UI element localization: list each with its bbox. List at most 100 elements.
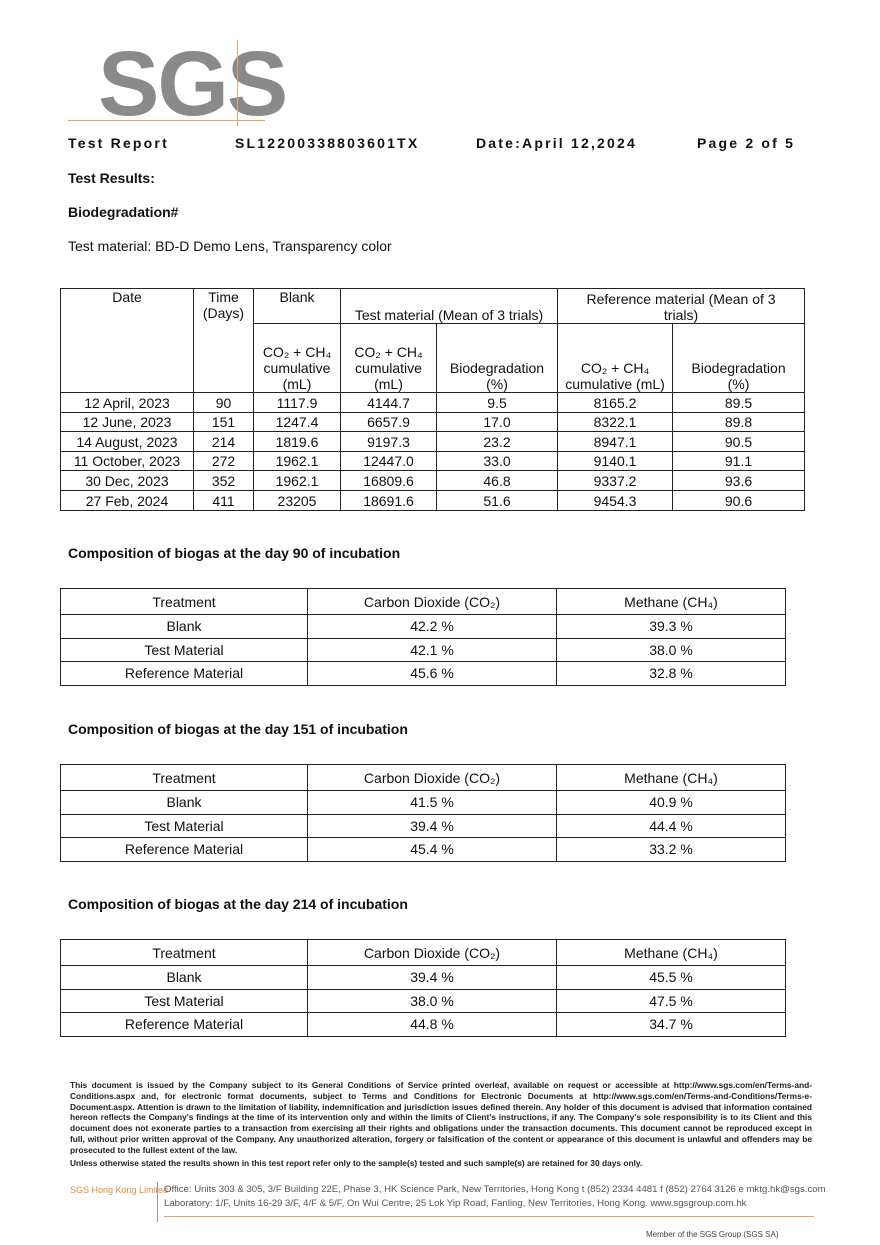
data-cell: 44.8 % [307,1012,557,1037]
footer-rule [164,1216,814,1217]
data-cell: Reference Material [60,661,308,686]
data-cell: 45.4 % [307,837,557,862]
retention-note: Unless otherwise stated the results show… [70,1158,643,1168]
data-cell: 34.7 % [556,1012,786,1037]
header-row: Date Time (Days) Blank Test material (Mean … [60,288,806,393]
data-cell: 214 [193,431,254,452]
data-cell: 45.6 % [307,661,557,686]
data-cell: 11 October, 2023 [60,450,194,472]
data-cell: 38.0 % [307,988,557,1014]
report-date: Date:April 12,2024 [476,135,637,151]
header-cell: Biodegradation (%) [672,323,806,393]
data-cell: 12 April, 2023 [60,392,194,413]
data-cell: 39.4 % [307,813,557,839]
data-cell: 151 [193,411,254,433]
data-cell: 1247.4 [253,411,341,433]
header-cell: Carbon Dioxide (CO₂) [307,588,557,615]
data-cell: 91.1 [672,450,806,472]
office-address: Office: Units 303 & 305, 3/F Building 22… [164,1184,826,1195]
data-cell: 23.2 [435,431,559,452]
data-row: Reference Material 44.8 % 34.7 % [60,1012,786,1037]
data-row: 11 October, 2023 272 1962.1 12447.0 33.0 9140… [60,450,806,472]
header-cell: Test material (Mean of 3 trials) [339,288,559,324]
data-row: 12 June, 2023 151 1247.4 6657.9 17.0 8322.1 89… [60,411,806,433]
data-cell: 16809.6 [340,470,437,491]
header-cell: Reference material (Mean of 3 trials) [557,288,806,324]
data-row: 14 August, 2023 214 1819.6 9197.3 23.2 8947.1… [60,431,806,452]
data-cell: 411 [193,489,254,511]
data-cell: Reference Material [60,837,308,862]
data-cell: 39.3 % [556,614,786,639]
header-cell: Time (Days) [193,288,254,393]
data-row: Test Material 39.4 % 44.4 % [60,813,786,839]
data-cell: 9454.3 [557,489,674,511]
data-cell: 45.5 % [556,965,786,990]
page-number: Page 2 of 5 [697,135,796,151]
logo-rule [237,40,238,126]
data-cell: 38.0 % [556,637,786,663]
test-material: Test material: BD-D Demo Lens, Transpare… [68,238,392,254]
data-cell: Blank [60,790,308,815]
data-cell: 6657.9 [340,411,437,433]
header-cell: CO₂ + CH₄ cumulative (mL) [340,323,437,393]
data-row: Test Material 38.0 % 47.5 % [60,988,786,1014]
company-name: SGS Hong Kong Limited [70,1185,169,1195]
data-cell: 1962.1 [253,470,341,491]
data-cell: 40.9 % [556,790,786,815]
data-cell: 89.8 [672,411,806,433]
header-cell: Date [60,288,194,393]
data-cell: 272 [193,450,254,472]
data-cell: 33.2 % [556,837,786,862]
data-cell: Blank [60,614,308,639]
data-cell: 1117.9 [253,392,341,413]
data-row: 30 Dec, 2023 352 1962.1 16809.6 46.8 9337.2 93… [60,470,806,491]
header-cell: Treatment [60,588,308,615]
header-cell: CO₂ + CH₄ cumulative (mL) [557,323,674,393]
section-title: Test Results: [68,170,155,186]
data-cell: 23205 [253,489,341,511]
data-cell: 12 June, 2023 [60,411,194,433]
data-cell: 8947.1 [557,431,674,452]
header-row: Treatment Carbon Dioxide (CO₂) Methane (CH… [60,588,786,615]
data-cell: 44.4 % [556,813,786,839]
data-cell: 14 August, 2023 [60,431,194,452]
data-row: Reference Material 45.4 % 33.2 % [60,837,786,862]
header-cell: Treatment [60,764,308,791]
member-note: Member of the SGS Group (SGS SA) [646,1230,779,1239]
data-cell: 32.8 % [556,661,786,686]
data-cell: 39.4 % [307,965,557,990]
disclaimer: This document is issued by the Company s… [70,1080,812,1155]
data-cell: 27 Feb, 2024 [60,489,194,511]
data-cell: 90.6 [672,489,806,511]
data-cell: 9197.3 [340,431,437,452]
data-cell: 41.5 % [307,790,557,815]
data-cell: 1962.1 [253,450,341,472]
report-number: SL12200338803601TX [235,135,420,151]
data-row: Blank 42.2 % 39.3 % [60,614,786,639]
data-cell: Test Material [60,988,308,1014]
data-row: 27 Feb, 2024 411 23205 18691.6 51.6 9454.3 90.… [60,489,806,511]
logo: SGS [98,33,288,135]
header-cell: Biodegradation (%) [435,323,559,393]
data-cell: 8322.1 [557,411,674,433]
data-cell: 47.5 % [556,988,786,1014]
subsection-title: Biodegradation# [68,204,179,220]
data-cell: 42.1 % [307,637,557,663]
data-cell: 4144.7 [340,392,437,413]
header-row: Treatment Carbon Dioxide (CO₂) Methane (CH… [60,764,786,791]
results-table: Date Time (Days) Blank Test material (Mean … [60,288,806,511]
data-cell: Blank [60,965,308,990]
data-cell: 17.0 [435,411,559,433]
data-row: Test Material 42.1 % 38.0 % [60,637,786,663]
data-cell: 90 [193,392,254,413]
header-cell: Carbon Dioxide (CO₂) [307,939,557,966]
header-row: CO₂ + CH₄ cumulative (mL) CO₂ + CH₄ cumul… [61,323,806,393]
data-cell: 18691.6 [340,489,437,511]
data-cell: 46.8 [435,470,559,491]
data-cell: 30 Dec, 2023 [60,470,194,491]
data-row: 12 April, 2023 90 1117.9 4144.7 9.5 8165.2 89.… [60,392,806,413]
header-cell: Methane (CH₄) [556,764,786,791]
data-cell: 9337.2 [557,470,674,491]
report-label: Test Report [68,135,169,151]
